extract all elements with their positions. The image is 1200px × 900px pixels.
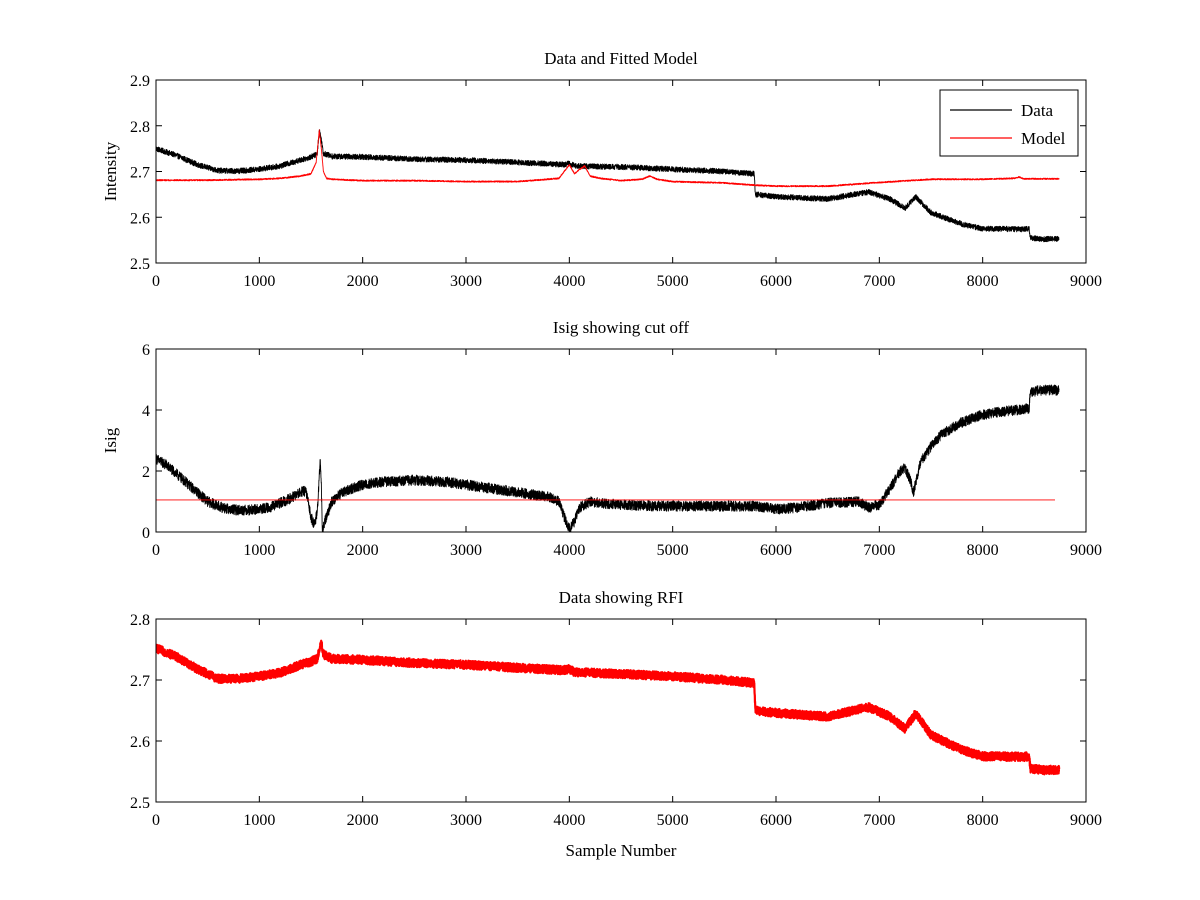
x-tick-label: 4000 xyxy=(553,542,585,559)
chart-title: Isig showing cut off xyxy=(553,318,689,337)
x-tick-label: 1000 xyxy=(243,273,275,290)
x-tick-label: 3000 xyxy=(450,812,482,829)
x-tick-label: 9000 xyxy=(1070,812,1102,829)
y-tick-label: 2.5 xyxy=(130,795,150,812)
axes-frame xyxy=(155,618,1087,803)
y-axis-label: Isig xyxy=(101,427,120,453)
series-model-group xyxy=(156,129,1060,188)
y-axis-label: Intensity xyxy=(101,141,120,201)
x-tick-label: 2000 xyxy=(347,812,379,829)
x-tick-label: 1000 xyxy=(243,812,275,829)
series-data-group xyxy=(156,129,1060,243)
y-tick-label: 6 xyxy=(142,342,150,359)
axes-frame xyxy=(155,348,1087,533)
x-tick-label: 8000 xyxy=(967,542,999,559)
subplot-2: 0 1000 2000 3000 4000 5000 6000 7000 8000 9000 0 2 4… xyxy=(101,318,1102,559)
x-tick-label: 0 xyxy=(152,812,160,829)
y-tick-label: 2.7 xyxy=(130,673,150,690)
y-tick-label: 2 xyxy=(142,464,150,481)
y-tick-label: 2.8 xyxy=(130,119,150,136)
x-tick-label: 7000 xyxy=(863,812,895,829)
y-tick-label: 4 xyxy=(142,403,150,420)
x-tick-label: 2000 xyxy=(347,542,379,559)
y-tick-label: 2.5 xyxy=(130,256,150,273)
x-tick-label: 6000 xyxy=(760,542,792,559)
x-tick-label: 5000 xyxy=(657,812,689,829)
x-tick-label: 0 xyxy=(152,542,160,559)
y-tick-label: 0 xyxy=(142,525,150,542)
x-axis-label: Sample Number xyxy=(566,841,677,860)
x-tick-label: 5000 xyxy=(657,542,689,559)
x-tick-label: 5000 xyxy=(657,273,689,290)
y-tick-label: 2.9 xyxy=(130,73,150,90)
x-tick-label: 7000 xyxy=(863,273,895,290)
subplot-3: 0 1000 2000 3000 4000 5000 6000 7000 8000 9000 2.5… xyxy=(130,588,1102,860)
legend: Data Model xyxy=(939,89,1079,157)
x-tick-label: 6000 xyxy=(760,812,792,829)
x-tick-label: 6000 xyxy=(760,273,792,290)
series-line-1 xyxy=(156,384,1060,532)
legend-label-model: Model xyxy=(1021,129,1066,148)
y-tick-label: 2.6 xyxy=(130,734,150,751)
legend-label-data: Data xyxy=(1021,101,1054,120)
x-tick-label: 7000 xyxy=(863,542,895,559)
x-tick-label: 4000 xyxy=(553,273,585,290)
x-tick-label: 4000 xyxy=(553,812,585,829)
y-tick-label: 2.6 xyxy=(130,210,150,227)
series-1-group xyxy=(156,639,1061,776)
series-line-1 xyxy=(156,639,1061,776)
subplot-1: 0 1000 2000 3000 4000 5000 6000 7000 8000 9000 2.5… xyxy=(101,49,1102,290)
x-tick-label: 9000 xyxy=(1070,273,1102,290)
chart-title: Data showing RFI xyxy=(559,588,684,607)
x-tick-label: 3000 xyxy=(450,273,482,290)
x-tick-label: 8000 xyxy=(967,812,999,829)
y-tick-label: 2.7 xyxy=(130,165,150,182)
x-tick-label: 0 xyxy=(152,273,160,290)
y-tick-label: 2.8 xyxy=(130,612,150,629)
series-line-model xyxy=(156,129,1060,188)
x-tick-label: 9000 xyxy=(1070,542,1102,559)
legend-box xyxy=(939,89,1079,157)
x-tick-label: 1000 xyxy=(243,542,275,559)
series-line-data xyxy=(156,129,1060,243)
series-1-group xyxy=(156,384,1060,532)
x-tick-label: 8000 xyxy=(967,273,999,290)
x-tick-label: 2000 xyxy=(347,273,379,290)
chart-title: Data and Fitted Model xyxy=(544,49,698,68)
x-tick-label: 3000 xyxy=(450,542,482,559)
